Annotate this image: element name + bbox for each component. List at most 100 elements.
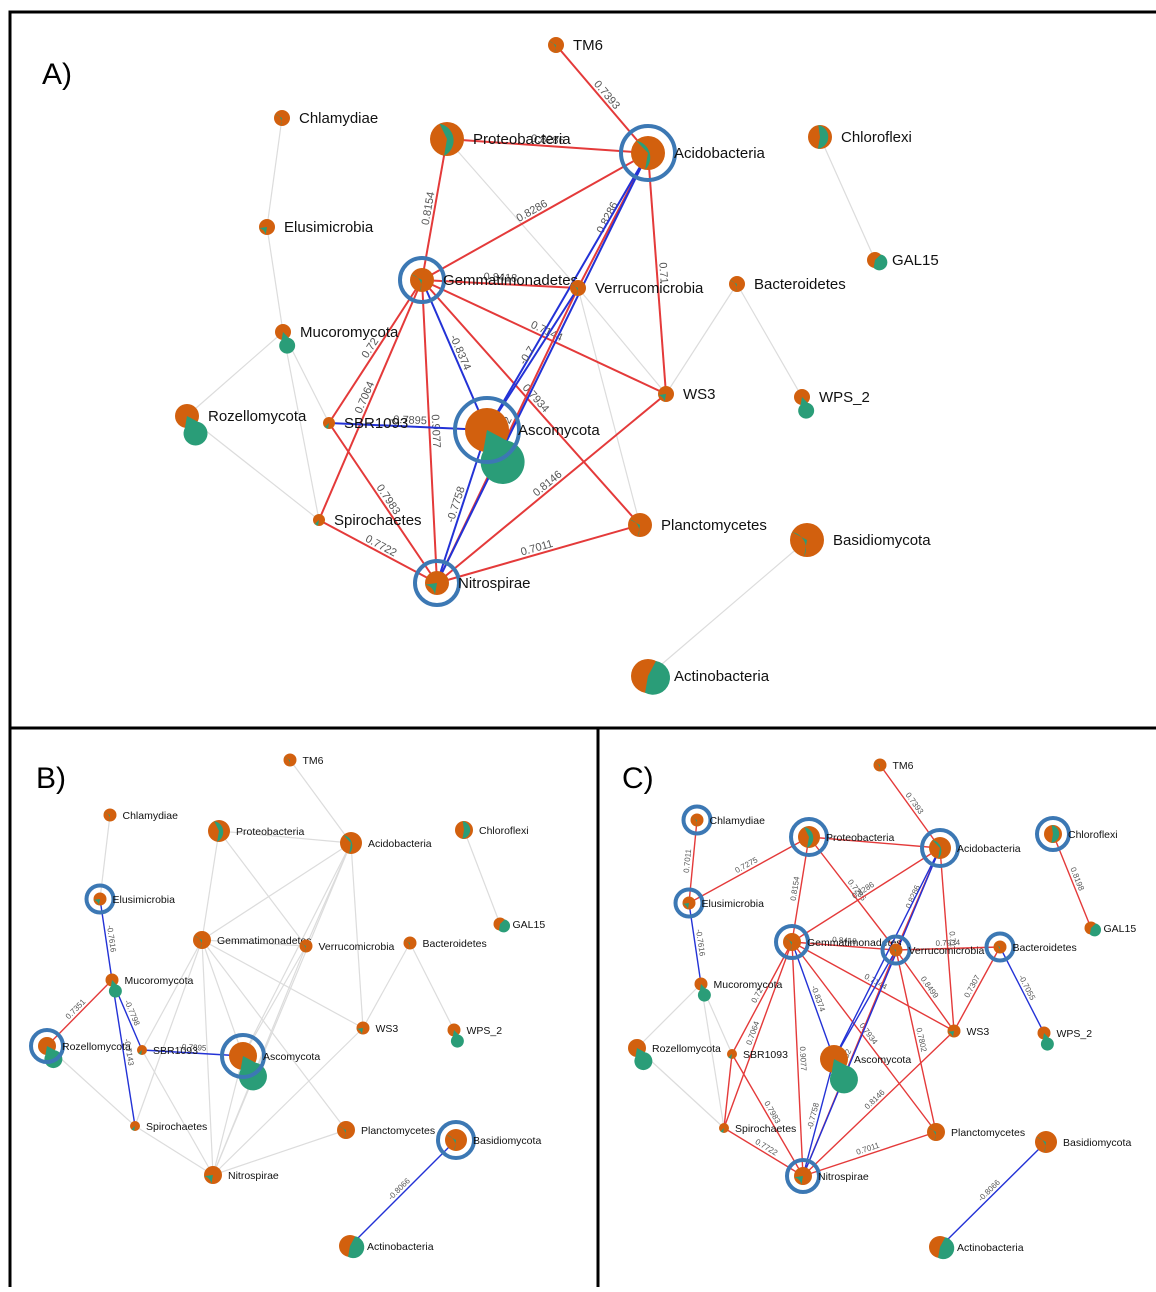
node-wps-2-pie-green (798, 397, 815, 419)
edge-elusimicrobia-mucoromycota-label: -0.7616 (105, 925, 118, 954)
edge-bacteroidetes-ws3 (665, 283, 738, 395)
panel-c-letter: C) (622, 762, 654, 795)
edge-ascomycota-nitrospirae (212, 1055, 244, 1176)
node-verrucomicrobia-pie-green (300, 942, 306, 953)
node-gal15-label: GAL15 (1104, 923, 1137, 935)
edge-gemmatimonadetes-spirochaetes (134, 939, 203, 1127)
node-proteobacteria: Proteobacteria (789, 817, 894, 857)
node-tm6: TM6 (283, 753, 324, 767)
node-planctomycetes: Planctomycetes (927, 1123, 1025, 1141)
node-sbr1093-label: SBR1093 (344, 415, 408, 432)
edge-gemmatimonadetes-ws3 (791, 941, 955, 1032)
node-actinobacteria: Actinobacteria (339, 1235, 434, 1259)
edge-ws3-nitrospirae-label: 0.8146 (531, 469, 565, 500)
node-sbr1093: SBR1093 (137, 1045, 198, 1057)
node-rozellomycota-label: Rozellomycota (62, 1041, 131, 1053)
node-spirochaetes-pie-green (720, 1128, 724, 1133)
edge-sbr1093-ascomycota (328, 422, 488, 431)
edge-chlamydiae-elusimicrobia-label: 0.7011 (682, 848, 693, 873)
edge-acidobacteria-gemmatimonadetes (791, 847, 941, 943)
edge-sbr1093-nitrospirae (141, 1049, 214, 1176)
node-acidobacteria-pie-green (636, 140, 651, 170)
node-actinobacteria-pie-green (938, 1237, 955, 1260)
edge-gemmatimonadetes-planctomycetes (421, 279, 641, 526)
node-ascomycota-pie-green (829, 1059, 858, 1094)
edge-verrucomicrobia-nitrospirae (212, 945, 307, 1176)
node-spirochaetes: Spirochaetes (719, 1123, 796, 1135)
node-rozellomycota-label: Rozellomycota (208, 408, 307, 425)
node-acidobacteria: Acidobacteria (619, 124, 766, 182)
node-acidobacteria-pie-green (343, 835, 353, 854)
node-chloroflexi: Chloroflexi (808, 125, 912, 149)
edge-gemmatimonadetes-sbr1093 (141, 939, 203, 1051)
edge-acidobacteria-ascomycota (833, 847, 941, 1060)
node-elusimicrobia: Elusimicrobia (673, 887, 764, 919)
edge-basidiomycota-actinobacteria (939, 1141, 1047, 1248)
node-ws3-pie-green (356, 1028, 363, 1035)
edge-ws3-nitrospirae (802, 1030, 955, 1177)
node-ascomycota-label: Ascomycota (263, 1051, 320, 1063)
node-ws3-label: WS3 (683, 386, 716, 403)
edge-verrucomicrobia-ws3 (895, 949, 955, 1032)
edge-rozellomycota-spirochaetes (186, 415, 320, 521)
node-ascomycota-highlight-ring (453, 396, 521, 464)
node-bacteroidetes-pie-green (729, 280, 737, 292)
node-proteobacteria-pie-green (214, 821, 224, 842)
node-actinobacteria-pie-green (348, 1236, 365, 1259)
node-sbr1093-pie-green (324, 423, 329, 429)
node-spirochaetes-label: Spirochaetes (735, 1123, 796, 1135)
node-nitrospirae-label: Nitrospirae (458, 575, 531, 592)
node-chloroflexi-label: Chloroflexi (841, 129, 912, 146)
node-proteobacteria: Proteobacteria (208, 820, 304, 842)
node-nitrospirae-pie-green (204, 1175, 213, 1184)
node-spirochaetes-label: Spirochaetes (146, 1121, 207, 1133)
panel-c-frame (596, 726, 1156, 1292)
edge-acidobacteria-ws3 (647, 152, 667, 395)
node-elusimicrobia-highlight-ring (84, 883, 116, 915)
edge-ascomycota-nitrospirae (802, 1058, 835, 1177)
edge-gemmatimonadetes-verrucomicrobia-label: 0.8418 (483, 271, 517, 285)
node-ws3-pie-green (658, 394, 666, 402)
node-verrucomicrobia-pie-green (570, 284, 578, 296)
edge-spirochaetes-nitrospirae (723, 1127, 804, 1177)
node-mucoromycota: Mucoromycota (694, 977, 783, 1002)
edge-gemmatimonadetes-ascomycota (201, 939, 244, 1057)
edge-spirochaetes-nitrospirae (134, 1125, 214, 1176)
node-proteobacteria-pie-green (439, 123, 454, 156)
node-chlamydiae: Chlamydiae (274, 110, 378, 127)
node-chloroflexi-highlight-ring (1035, 816, 1071, 852)
node-gal15: GAL15 (493, 917, 545, 933)
node-ascomycota-highlight-ring (220, 1033, 266, 1079)
edge-verrucomicrobia-planctomycetes (577, 287, 641, 526)
node-gal15-pie-green (873, 254, 888, 271)
edge-gemmatimonadetes-spirochaetes (723, 941, 793, 1129)
node-actinobacteria: Actinobacteria (631, 659, 770, 695)
node-nitrospirae: Nitrospirae (785, 1158, 869, 1194)
node-ws3-label: WS3 (967, 1026, 990, 1038)
node-planctomycetes-label: Planctomycetes (361, 1125, 435, 1137)
node-acidobacteria-label: Acidobacteria (368, 838, 432, 850)
node-ws3-label: WS3 (376, 1023, 399, 1035)
node-elusimicrobia-label: Elusimicrobia (284, 219, 374, 236)
edge-proteobacteria-gemmatimonadetes (201, 830, 220, 941)
edge-gemmatimonadetes-verrucomicrobia-label: 0.8418 (832, 935, 858, 946)
node-planctomycetes-pie-green (338, 1125, 346, 1139)
node-proteobacteria-pie-green (804, 827, 814, 848)
node-acidobacteria-pie-green (932, 840, 942, 859)
edge-sbr1093-ascomycota-label: -0.7895 (179, 1042, 207, 1053)
edge-gemmatimonadetes-planctomycetes (201, 939, 347, 1131)
edge-planctomycetes-nitrospirae (802, 1131, 937, 1177)
edge-gemmatimonadetes-ws3 (201, 939, 364, 1029)
edge-proteobacteria-gemmatimonadetes-label: 0.8154 (789, 875, 802, 901)
node-gemmatimonadetes-highlight-ring (398, 256, 446, 304)
edge-gemmatimonadetes-spirochaetes (318, 279, 423, 521)
node-gemmatimonadetes: Gemmatimonadetes (193, 931, 312, 949)
node-basidiomycota-pie-green (446, 1134, 456, 1151)
edge-verrucomicrobia-bacteroidetes (895, 946, 1001, 951)
node-ascomycota-label: Ascomycota (518, 422, 600, 439)
node-bacteroidetes-highlight-ring (984, 931, 1016, 963)
edge-mucoromycota-rozellomycota (636, 983, 702, 1049)
node-tm6-label: TM6 (893, 760, 914, 772)
